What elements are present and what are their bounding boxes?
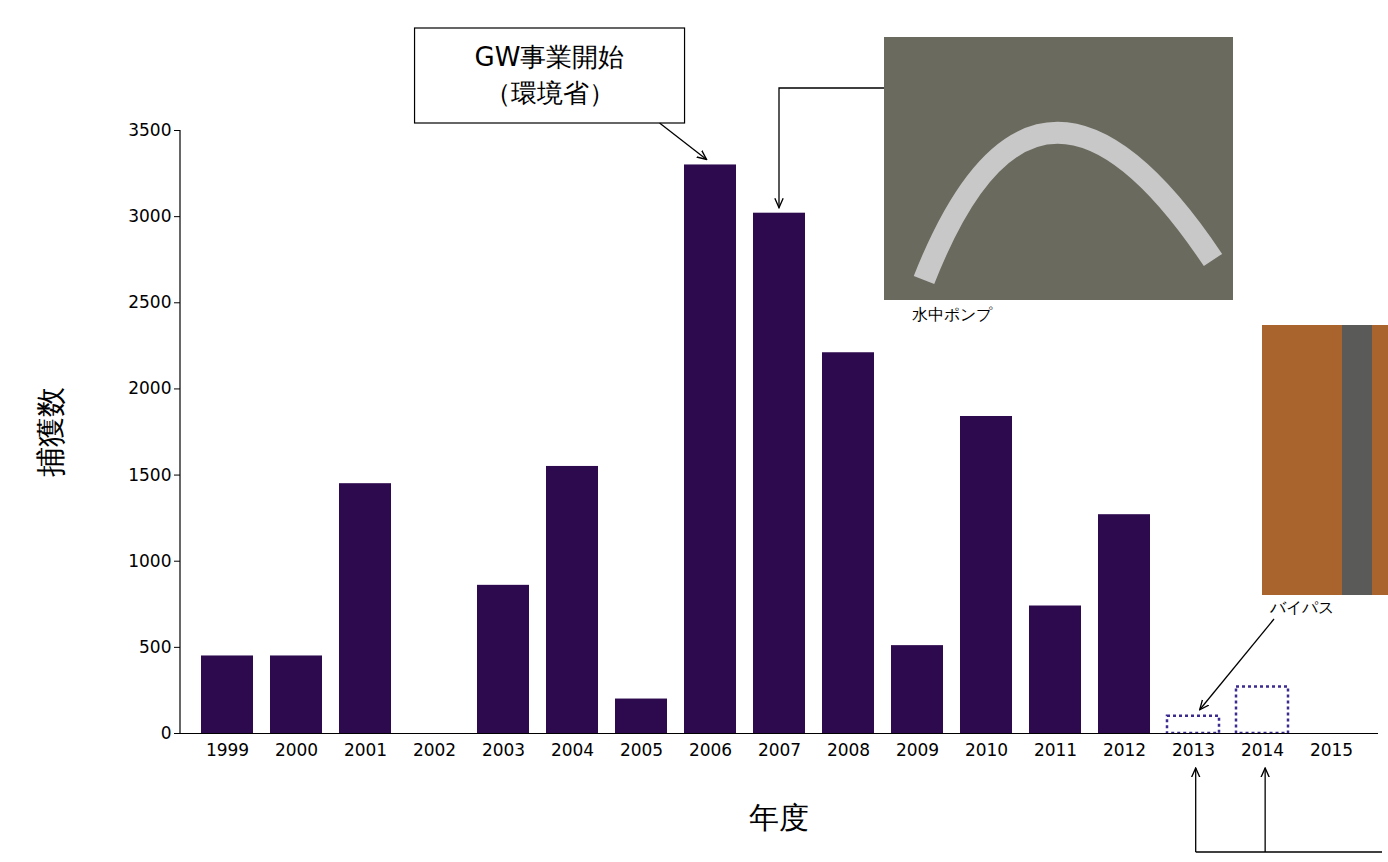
svg-text:3000: 3000 [128, 206, 171, 226]
svg-text:2002: 2002 [413, 740, 456, 760]
svg-text:2006: 2006 [689, 740, 732, 760]
svg-text:2000: 2000 [128, 378, 171, 398]
svg-text:1999: 1999 [206, 740, 249, 760]
svg-text:2003: 2003 [482, 740, 525, 760]
svg-text:2008: 2008 [827, 740, 870, 760]
svg-text:1000: 1000 [128, 551, 171, 571]
svg-text:2013: 2013 [1172, 740, 1215, 760]
svg-text:2010: 2010 [965, 740, 1008, 760]
svg-text:捕獲数: 捕獲数 [33, 387, 68, 477]
svg-text:年度: 年度 [749, 800, 809, 835]
svg-text:2005: 2005 [620, 740, 663, 760]
svg-text:0: 0 [161, 723, 172, 743]
svg-text:500: 500 [139, 637, 171, 657]
svg-text:2004: 2004 [551, 740, 594, 760]
svg-text:2007: 2007 [758, 740, 801, 760]
svg-text:2009: 2009 [896, 740, 939, 760]
svg-text:3500: 3500 [128, 120, 171, 140]
svg-text:2012: 2012 [1103, 740, 1146, 760]
svg-text:2000: 2000 [275, 740, 318, 760]
svg-text:1500: 1500 [128, 465, 171, 485]
svg-text:GW事業開始（環境省）: GW事業開始（環境省） [475, 42, 625, 108]
svg-text:2014: 2014 [1241, 740, 1284, 760]
svg-text:2015: 2015 [1310, 740, 1353, 760]
svg-text:2500: 2500 [128, 292, 171, 312]
svg-text:2001: 2001 [344, 740, 387, 760]
svg-text:水中ポンプ: 水中ポンプ [912, 305, 993, 324]
svg-text:バイパス: バイパス [1269, 598, 1334, 617]
svg-text:2011: 2011 [1034, 740, 1077, 760]
